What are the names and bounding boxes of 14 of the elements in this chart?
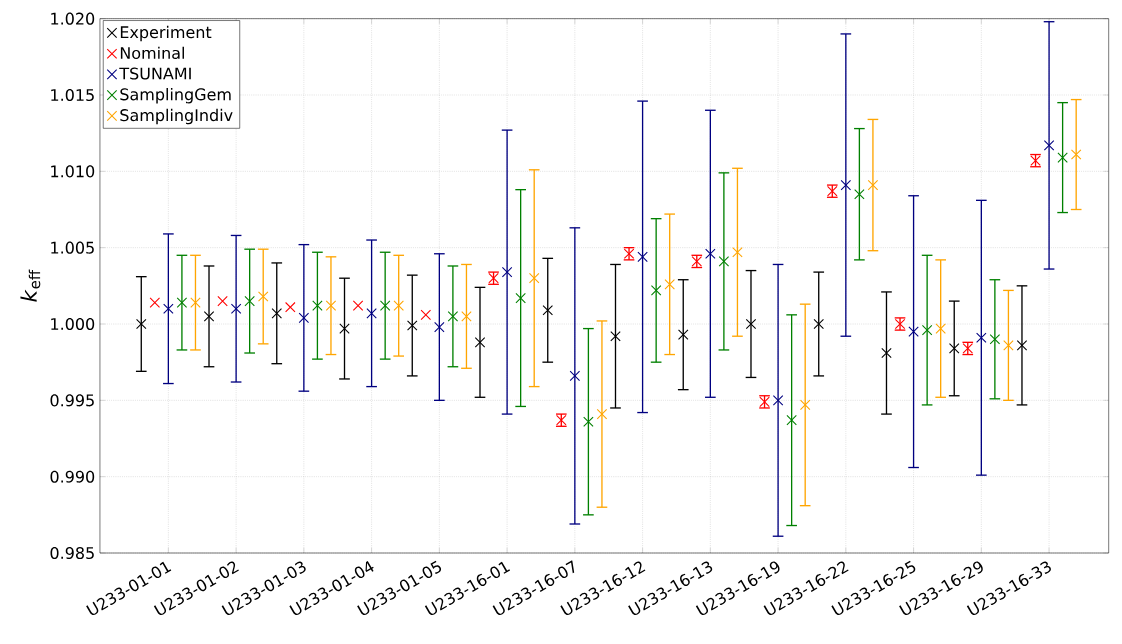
y-tick-label: 1.005 [51, 241, 94, 254]
legend-label: SamplingIndiv [120, 109, 233, 125]
legend-label: Nominal [120, 46, 184, 60]
y-tick-label: 0.995 [50, 394, 94, 407]
legend-label: SamplingGem [120, 88, 231, 104]
y-tick-label: 1.020 [51, 12, 95, 25]
y-tick-label: 0.985 [50, 547, 94, 560]
y-tick-label: 0.990 [50, 470, 95, 483]
legend-label: Experiment [120, 26, 212, 42]
legend-label: TSUNAMI [119, 67, 191, 80]
y-tick-label: 1.000 [51, 318, 95, 331]
y-tick-label: 1.015 [51, 89, 94, 102]
y-tick-label: 1.010 [51, 165, 95, 178]
y-axis-title: k$_{eff}$ [20, 269, 41, 302]
